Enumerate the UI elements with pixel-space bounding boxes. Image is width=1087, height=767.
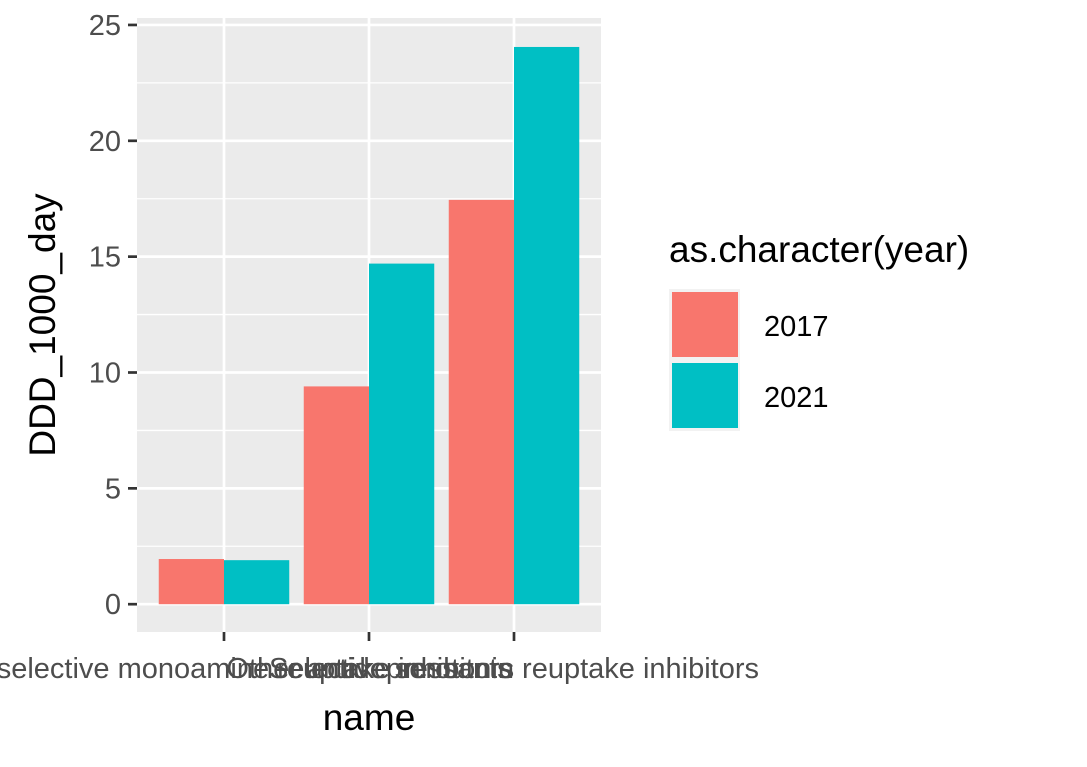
- axes-layer: 0 5 10 15 20 25 Non-selective monoamine reupta…: [0, 10, 759, 685]
- y-tick-label: 0: [105, 589, 121, 621]
- x-tick-label: Other antidepressants: [226, 653, 511, 685]
- y-tick-label: 25: [89, 10, 121, 42]
- x-tick-label: Non-selective monoamine reuptake inhibit…: [0, 653, 514, 685]
- y-tick-label: 20: [89, 126, 121, 158]
- legend-key-2021: [672, 363, 738, 428]
- legend-key-2017: [672, 292, 738, 357]
- bar-2017-3: [448, 199, 514, 605]
- legend-label-2017: 2017: [764, 311, 829, 343]
- legend-label-2021: 2021: [764, 382, 829, 414]
- bar-2021-2: [369, 263, 435, 605]
- y-tick-label: 10: [89, 357, 121, 389]
- x-axis-title: name: [323, 697, 416, 738]
- bar-2017-1: [158, 559, 224, 605]
- bars-layer: [158, 46, 580, 605]
- y-tick-label: 5: [105, 473, 121, 505]
- x-tick-label: Selective serotonin reuptake inhibitors: [269, 653, 759, 685]
- bar-2021-1: [224, 560, 290, 605]
- legend-title: as.character(year): [669, 229, 969, 270]
- legend: as.character(year) 2017 2021: [669, 229, 969, 431]
- bar-2021-3: [514, 46, 580, 605]
- y-tick-label: 15: [89, 242, 121, 274]
- y-axis-title: DDD_1000_day: [22, 193, 63, 457]
- bar-2017-2: [303, 386, 369, 605]
